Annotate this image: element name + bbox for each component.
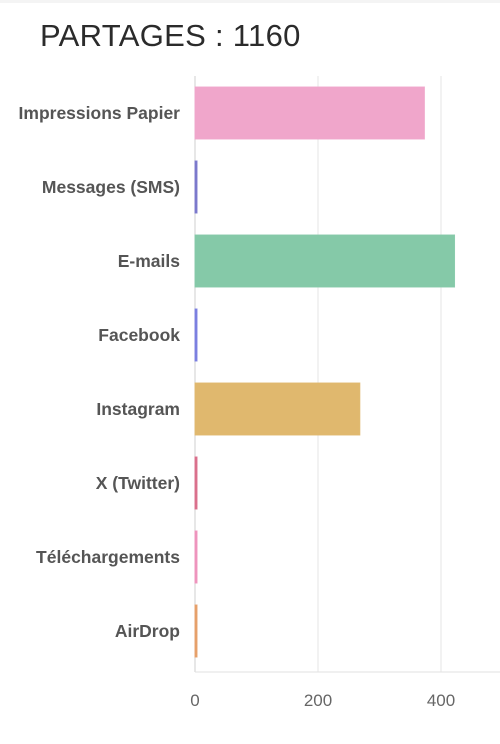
bar (194, 86, 425, 140)
category-label: Impressions Papier (19, 103, 181, 123)
category-label: X (Twitter) (96, 473, 180, 493)
bar (194, 456, 198, 510)
category-label: Messages (SMS) (42, 177, 180, 197)
x-tick-label: 0 (190, 691, 199, 710)
bar (194, 160, 198, 214)
bar (194, 382, 361, 436)
bar (194, 308, 198, 362)
x-tick-label: 200 (304, 691, 332, 710)
bar (194, 530, 198, 584)
category-label: Instagram (96, 399, 180, 419)
bar (194, 604, 198, 658)
category-label: AirDrop (115, 621, 180, 641)
chart-title: PARTAGES : 1160 (40, 18, 301, 53)
category-label: Facebook (98, 325, 180, 345)
category-label: Téléchargements (36, 547, 180, 567)
bar (194, 234, 456, 288)
top-divider (0, 0, 500, 3)
category-label: E-mails (118, 251, 181, 271)
x-tick-label: 400 (427, 691, 455, 710)
